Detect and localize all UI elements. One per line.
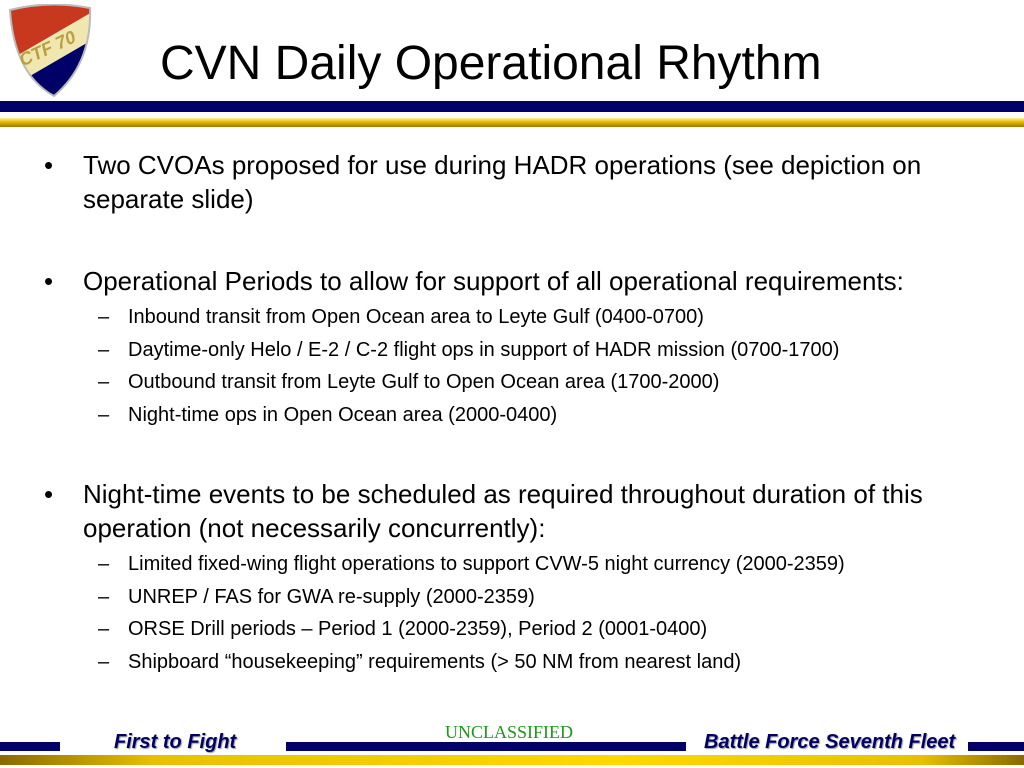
footer-navy-bar	[286, 742, 686, 751]
sub-bullet-text: Outbound transit from Leyte Gulf to Open…	[128, 371, 720, 393]
sub-bullet-text: Limited fixed-wing flight operations to …	[128, 553, 845, 575]
sub-bullet-text: Daytime-only Helo / E-2 / C-2 flight ops…	[128, 339, 840, 361]
footer-motto: First to Fight	[114, 731, 237, 753]
dash-marker: –	[98, 371, 110, 393]
sub-bullet-text: Night-time ops in Open Ocean area (2000-…	[128, 404, 558, 426]
bullet-marker: •	[44, 150, 54, 180]
sub-bullet-text: Inbound transit from Open Ocean area to …	[128, 306, 704, 328]
sub-bullet-text: UNREP / FAS for GWA re-supply (2000-2359…	[128, 586, 535, 608]
sub-bullet-text: ORSE Drill periods – Period 1 (2000-2359…	[128, 618, 708, 640]
page-title: CVN Daily Operational Rhythm	[160, 37, 822, 90]
dash-marker: –	[98, 651, 110, 673]
bullet-marker: •	[44, 479, 54, 509]
dash-marker: –	[98, 404, 110, 426]
footer-navy-bar	[0, 742, 60, 751]
dash-marker: –	[98, 306, 110, 328]
header-navy-bar	[0, 101, 1024, 112]
footer-navy-bar	[968, 742, 1024, 751]
bullet-text: Two CVOAs proposed for use during HADR o…	[83, 150, 922, 214]
bullet-marker: •	[44, 266, 54, 296]
dash-marker: –	[98, 339, 110, 361]
footer-gold-bar	[0, 755, 1024, 765]
dash-marker: –	[98, 586, 110, 608]
classification-label: UNCLASSIFIED	[445, 722, 574, 742]
bullet-text: Night-time events to be scheduled as req…	[83, 479, 923, 543]
footer-organization: Battle Force Seventh Fleet	[704, 731, 956, 753]
dash-marker: –	[98, 553, 110, 575]
ctf70-logo: CTF 70	[8, 4, 92, 98]
sub-bullet-text: Shipboard “housekeeping” requirements (>…	[128, 651, 742, 673]
bullet-text: Operational Periods to allow for support…	[83, 266, 904, 296]
header-gold-bar	[0, 118, 1024, 127]
dash-marker: –	[98, 618, 110, 640]
